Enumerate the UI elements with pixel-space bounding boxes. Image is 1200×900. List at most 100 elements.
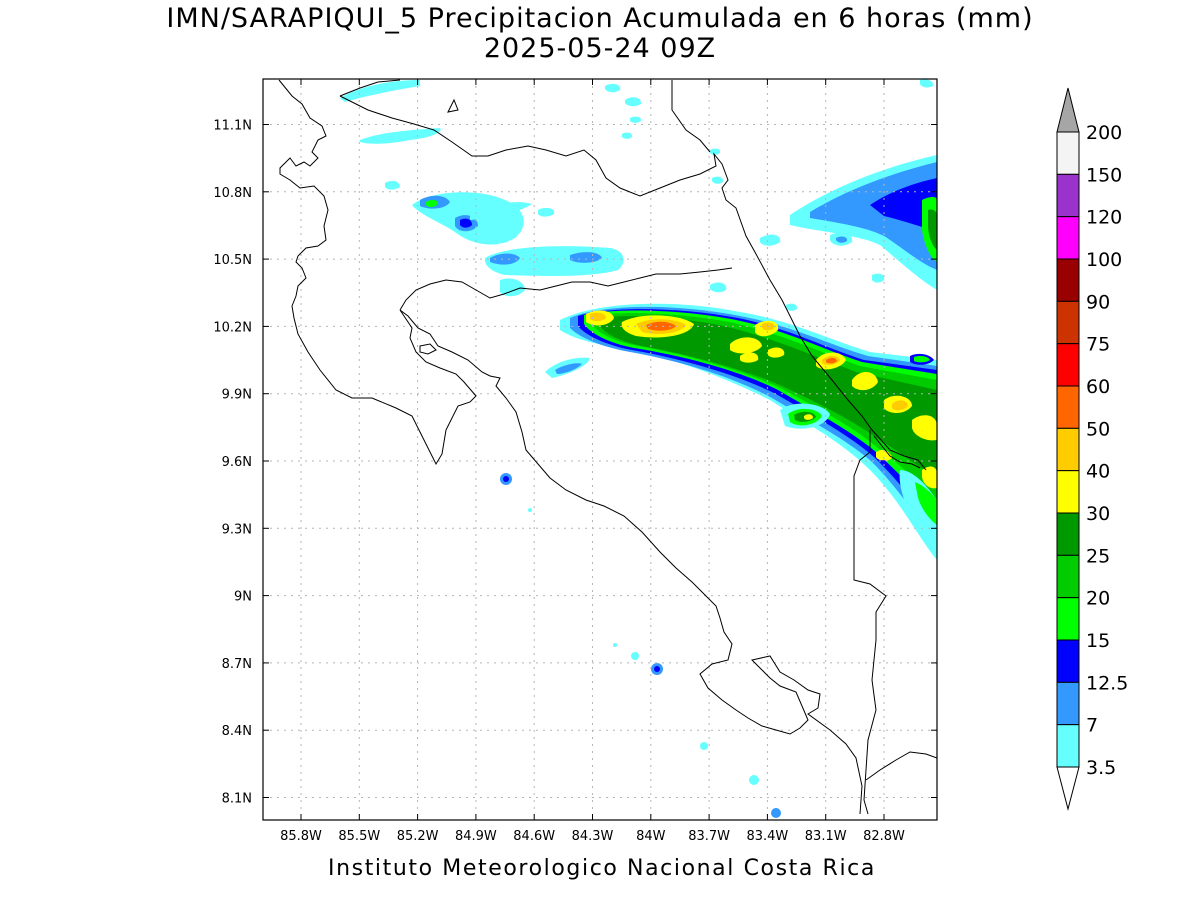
rain-nw-cyan-blob [385,180,400,190]
rain-top-cyan [872,273,885,283]
rain-top-cyan [625,97,642,107]
rain-ne-dark-green [928,209,937,250]
colorbar-label: 20 [1086,588,1110,610]
colorbar-label: 60 [1086,376,1110,398]
lon-tick-label: 84.3W [572,829,614,844]
coastline-panama-caribbean [865,751,937,781]
lon-tick-label: 84W [636,829,666,844]
chart-title: IMN/SARAPIQUI_5 Precipitacion Acumulada … [166,3,1034,34]
lat-tick-label: 9.9N [222,388,252,403]
chart-subtitle-date: 2025-05-24 09Z [483,33,717,64]
rain-ne-cyan-blob [760,234,781,246]
lat-tick-label: 8.1N [222,792,252,807]
lon-tick-label: 85.5W [338,829,380,844]
rain-core-yellow [852,371,878,391]
colorbar-label: 200 [1086,122,1122,144]
rain-nw-cyan-blob [538,207,555,217]
rain-core-yellow [768,347,785,358]
colorbar-segment [1056,554,1080,599]
colorbar-segment [1056,173,1080,218]
lat-tick-label: 9N [234,590,252,605]
colorbar-label: 25 [1086,545,1110,567]
colorbar-segment [1056,343,1080,387]
rain-top-cyan [710,148,721,155]
rain-cell [613,643,617,647]
lon-tick-label: 83.7W [688,829,730,844]
rain-core-yellow [912,415,937,441]
rain-cell [700,742,708,750]
rain-north-band-blue [490,253,520,265]
colorbar-label: 3.5 [1086,757,1116,779]
map-frame [262,78,938,821]
colorbar-segment [1056,724,1080,768]
lon-tick-label: 84.9W [455,829,497,844]
rain-core-orange [892,400,908,411]
rain-north-band-blue [570,252,602,263]
rain-core-red [826,357,837,364]
nicaragua-north-shore [671,80,711,153]
colorbar-label: 120 [1086,207,1122,229]
longitude-tick-labels: 85.8W 85.5W 85.2W 84.9W 84.6W 84.3W 84W 83.7W 83… [280,829,905,844]
rain-ne-blue [870,178,937,232]
rain-top-cyan [712,176,724,184]
colorbar-label: 90 [1086,291,1110,313]
rain-cell [631,652,639,660]
lat-tick-label: 10.2N [213,320,252,335]
rain-cell [528,508,532,512]
rain-top-cyan [630,116,642,123]
rain-top-cyan [920,79,934,88]
rain-top-cyan [360,128,441,144]
rain-cell [503,476,509,482]
rain-south-ext-cyan [899,470,937,550]
lat-tick-label: 9.6N [222,455,252,470]
lat-tick-label: 9.3N [222,522,252,537]
rain-nw-green [426,199,438,208]
lat-tick-label: 11.1N [213,119,252,134]
rain-ne-blue-blob [836,236,848,243]
colorbar-label: 40 [1086,461,1110,483]
lat-tick-label: 10.8N [213,186,252,201]
rain-top-cyan [622,132,633,139]
rain-north-band-cyan [500,278,525,297]
footer-credit: Instituto Meteorologico Nacional Costa R… [328,856,876,881]
precipitation-field [340,79,937,818]
colorbar-label: 150 [1086,164,1122,186]
lat-tick-label: 8.4N [222,724,252,739]
colorbar-segment [1056,131,1080,175]
colorbar-label: 12.5 [1086,672,1128,694]
colorbar-segment [1056,470,1080,514]
lon-tick-label: 84.6W [513,829,555,844]
colorbar-segment [1056,385,1080,429]
colorbar-label: 50 [1086,418,1110,440]
lake-island [419,343,437,355]
colorbar-segment [1056,427,1080,472]
rain-nw-blue [460,218,472,228]
colorbar-segment [1056,300,1080,345]
colorbar-over-arrow [1056,87,1080,133]
rain-cell [654,666,660,672]
colorbar-segment [1056,216,1080,260]
border-cr-nicaragua [399,267,733,311]
lon-tick-label: 83.4W [746,829,788,844]
colorbar-segment [1056,597,1080,641]
rain-south-ext-green [915,482,937,525]
lon-tick-label: 82.8W [863,829,905,844]
graticule [263,79,937,820]
rain-core-yellow [730,337,762,354]
lon-tick-label: 85.2W [397,829,439,844]
rain-band-east-blob [914,356,930,363]
colorbar-segment [1056,639,1080,683]
coastlines-borders [278,79,937,815]
rain-band-green [584,310,937,515]
colorbar-label: 15 [1086,630,1110,652]
colorbar-label: 7 [1086,715,1098,737]
colorbar-under-arrow [1056,766,1080,811]
lake-island [447,98,459,113]
colorbar-segment [1056,258,1080,302]
colorbar-label: 75 [1086,334,1110,356]
rain-top-cyan [605,83,621,93]
coastline-lake-nicaragua [339,95,927,471]
rain-cell [749,775,759,785]
rain-band-sw-light-blue [555,363,582,374]
colorbar-segment [1056,681,1080,726]
